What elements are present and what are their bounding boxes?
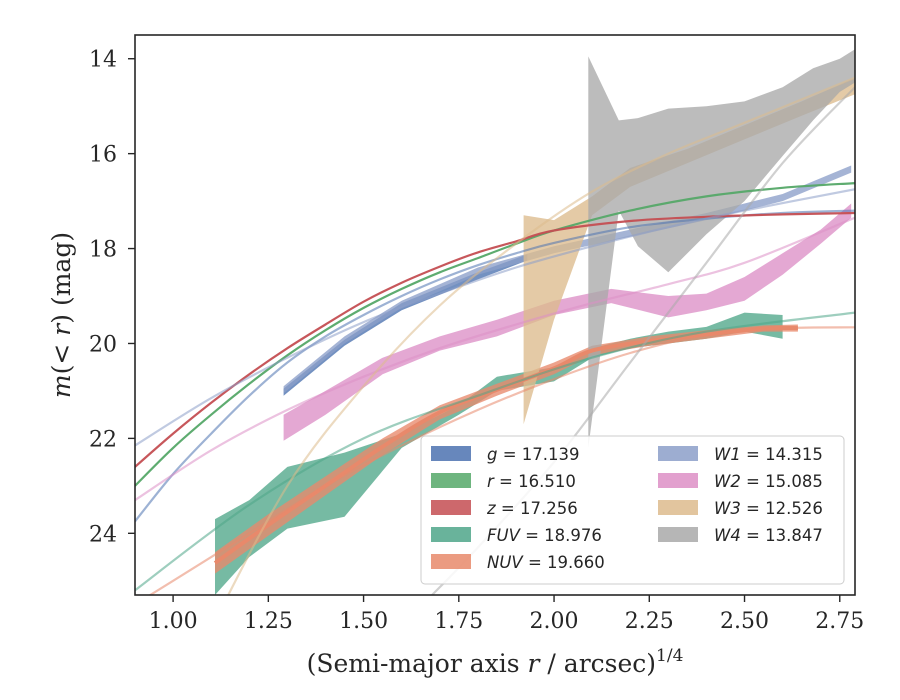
legend-label-z: z = 17.256 <box>486 499 578 518</box>
y-tick-label: 14 <box>89 48 117 73</box>
legend-band-value: = 13.847 <box>741 526 823 545</box>
x-tick-label: 1.25 <box>244 609 293 634</box>
legend-band-name: g <box>487 445 497 464</box>
x-axis-label: (Semi-major axis r / arcsec)1/4 <box>307 646 684 678</box>
x-axis-label-exponent: 1/4 <box>656 646 683 666</box>
legend-swatch-w1 <box>658 446 698 461</box>
legend-band-value: = 14.315 <box>741 445 823 464</box>
legend-band-name: FUV <box>487 526 522 545</box>
x-tick-label: 2.00 <box>530 609 579 634</box>
legend-band-name: W4 <box>714 526 741 545</box>
legend-band-name: r <box>487 472 495 491</box>
legend-band-value: = 19.660 <box>523 553 605 572</box>
y-axis-label-lt: < <box>47 336 76 365</box>
model-curve-r <box>135 182 855 487</box>
model-curve-w3 <box>227 76 855 595</box>
legend-band-value: = 15.085 <box>741 472 823 491</box>
y-axis-label-r: r <box>47 322 76 336</box>
x-tick-label: 1.00 <box>149 609 198 634</box>
legend-band-name: NUV <box>487 553 524 572</box>
y-axis-label-open: ( <box>47 365 76 375</box>
legend-swatch-w4 <box>658 527 698 542</box>
legend-band-name: W1 <box>714 445 741 464</box>
x-axis-label-rest: / arcsec) <box>539 649 656 678</box>
legend-swatch-w2 <box>658 473 698 488</box>
x-axis-label-var: r <box>528 649 542 678</box>
x-tick-label: 2.50 <box>720 609 769 634</box>
legend-label-nuv: NUV = 19.660 <box>487 553 605 572</box>
band-g <box>283 254 528 396</box>
legend-swatch-g <box>431 446 471 461</box>
x-axis-ticks: 1.00 1.25 1.50 1.75 2.00 2.25 2.50 2.75 <box>149 595 864 634</box>
model-curve-w2 <box>135 216 855 502</box>
band-w4 <box>588 49 855 448</box>
y-tick-label: 16 <box>89 143 117 168</box>
legend-label-r: r = 16.510 <box>487 472 576 491</box>
legend-band-name: W3 <box>714 499 741 518</box>
legend-band-name: W2 <box>714 472 741 491</box>
y-tick-label: 24 <box>89 522 117 547</box>
legend-label-g: g = 17.139 <box>487 445 580 464</box>
legend-label-fuv: FUV = 18.976 <box>487 526 602 545</box>
legend-swatch-nuv <box>431 554 471 569</box>
y-tick-label: 20 <box>89 332 117 357</box>
legend-band-value: = 12.526 <box>741 499 823 518</box>
y-tick-label: 18 <box>89 238 117 263</box>
legend-band-name: z <box>486 499 496 518</box>
legend-label-w4: W4 = 13.847 <box>714 526 823 545</box>
model-curve-w1 <box>135 188 855 447</box>
y-axis-label-m: m <box>47 374 76 398</box>
legend-band-value: = 18.976 <box>520 526 602 545</box>
legend-swatch-fuv <box>431 527 471 542</box>
legend-swatch-z <box>431 500 471 515</box>
x-tick-label: 2.25 <box>625 609 674 634</box>
legend-label-w3: W3 = 12.526 <box>714 499 823 518</box>
x-tick-label: 1.50 <box>339 609 388 634</box>
model-curve-g <box>135 209 855 523</box>
legend-band-value: = 16.510 <box>494 472 576 491</box>
x-tick-label: 1.75 <box>434 609 483 634</box>
y-tick-label: 22 <box>89 427 117 452</box>
y-axis-label-unit: (mag) <box>47 232 76 314</box>
legend-band-value: = 17.139 <box>497 445 579 464</box>
legend-band-value: = 17.256 <box>496 499 578 518</box>
y-axis-ticks: 14 16 18 20 22 24 <box>89 48 135 547</box>
y-axis-label-close: ) <box>47 314 76 324</box>
legend-swatch-r <box>431 473 471 488</box>
x-axis-label-main: (Semi-major axis <box>307 649 528 678</box>
legend-swatch-w3 <box>658 500 698 515</box>
legend-label-w2: W2 = 15.085 <box>714 472 823 491</box>
model-curve-nuv <box>148 326 855 595</box>
legend-label-w1: W1 = 14.315 <box>714 445 823 464</box>
model-curve-fuv <box>135 311 855 592</box>
y-axis-label: m(< r) (mag) <box>47 232 76 398</box>
plot-frame <box>134 34 856 596</box>
legend-frame <box>420 435 845 585</box>
x-tick-label: 2.75 <box>815 609 864 634</box>
